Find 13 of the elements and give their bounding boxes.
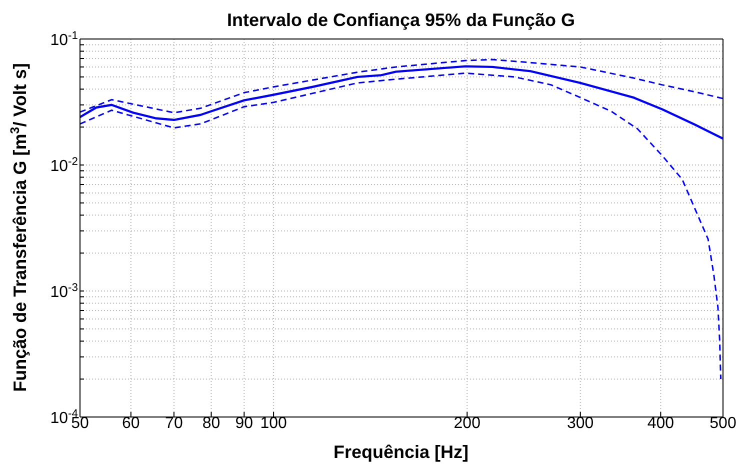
- x-tick-label: 80: [202, 415, 220, 432]
- y-tick-label: 10$^{-3}$: [50, 282, 78, 301]
- x-tick-label: 100: [260, 415, 288, 432]
- x-tick-label: 90: [235, 415, 254, 432]
- y-tick-label: 10$^{-2}$: [50, 156, 78, 175]
- x-tick-label: 60: [122, 415, 140, 432]
- x-tick-label: 300: [567, 415, 594, 432]
- x-tick-label: 500: [710, 415, 736, 432]
- chart-title: Intervalo de Confiança 95% da Função G: [226, 10, 576, 31]
- x-tick-label: 400: [647, 415, 674, 432]
- x-tick-label: 200: [454, 415, 481, 432]
- x-axis-title: Frequência [Hz]: [332, 442, 470, 463]
- y-tick-label: 10$^{-1}$: [50, 30, 78, 49]
